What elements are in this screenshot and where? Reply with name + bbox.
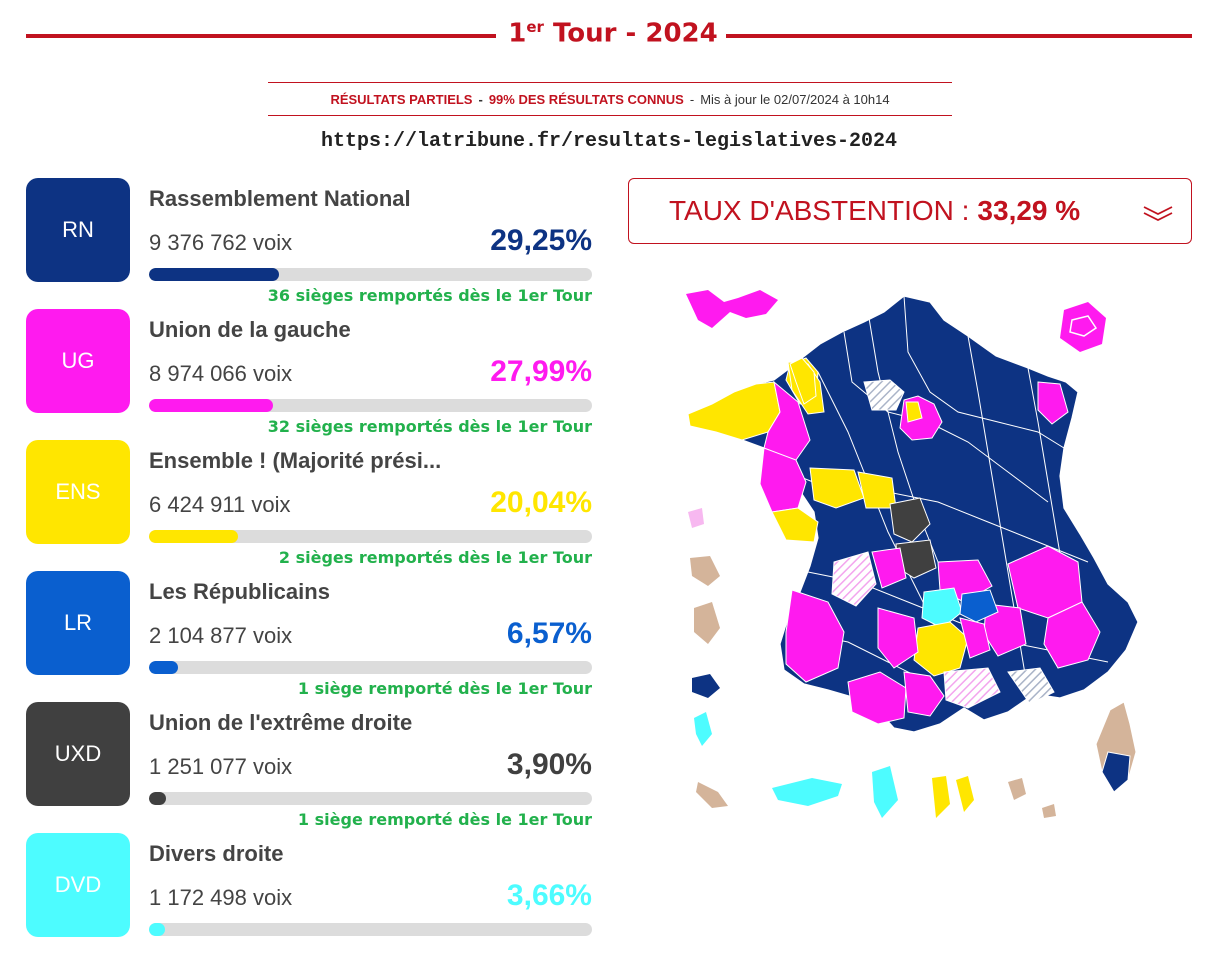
party-percentage: 20,04% bbox=[490, 486, 592, 519]
party-percentage: 27,99% bbox=[490, 355, 592, 388]
party-percentage: 29,25% bbox=[490, 224, 592, 257]
party-votes: 6 424 911 voix bbox=[149, 492, 291, 517]
party-seats: 1 siège remporté dès le 1er Tour bbox=[297, 810, 592, 829]
map-region-overseas-7 bbox=[772, 778, 842, 806]
party-badge: ENS bbox=[26, 440, 130, 544]
party-votes: 2 104 877 voix bbox=[149, 623, 293, 648]
party-progress-fill bbox=[149, 923, 166, 936]
party-percentage: 3,90% bbox=[506, 748, 592, 781]
chevron-down-icon[interactable] bbox=[1141, 199, 1175, 225]
party-name: Union de la gauche bbox=[149, 317, 351, 342]
map-region-overseas-6 bbox=[696, 782, 728, 808]
status-separator: - bbox=[689, 91, 695, 107]
party-progress-fill bbox=[149, 661, 179, 674]
map-region-overseas-1 bbox=[688, 508, 704, 528]
map-region-overseas-north bbox=[686, 290, 778, 328]
party-seats: 32 sièges remportés dès le 1er Tour bbox=[267, 417, 592, 436]
party-progress-bar bbox=[149, 399, 592, 412]
map-region-overseas-5 bbox=[694, 712, 712, 746]
party-progress-bar bbox=[149, 530, 592, 543]
title-divider-right bbox=[726, 34, 1192, 38]
party-votes: 8 974 066 voix bbox=[149, 361, 293, 386]
status-known: 99% DES RÉSULTATS CONNUS bbox=[488, 91, 684, 107]
map-region-overseas-2 bbox=[690, 556, 720, 586]
party-progress-bar bbox=[149, 923, 592, 936]
title-row: 1er Tour - 2024 bbox=[0, 0, 1218, 72]
france-results-map[interactable] bbox=[668, 272, 1160, 832]
party-progress-fill bbox=[149, 399, 273, 412]
party-card-uxd[interactable]: UXD Union de l'extrême droite 1 251 077 vo… bbox=[26, 702, 592, 829]
party-percentage: 6,57% bbox=[506, 617, 592, 650]
title-divider-left bbox=[26, 34, 496, 38]
map-region-overseas-east bbox=[1060, 302, 1106, 352]
status-updated: Mis à jour le 02/07/2024 à 10h14 bbox=[700, 91, 890, 107]
party-progress-bar bbox=[149, 661, 592, 674]
party-badge: LR bbox=[26, 571, 130, 675]
party-badge: UXD bbox=[26, 702, 130, 806]
party-seats: 36 sièges remportés dès le 1er Tour bbox=[267, 286, 592, 305]
abstention-label: TAUX D'ABSTENTION : bbox=[669, 195, 970, 226]
party-progress-bar bbox=[149, 268, 592, 281]
party-name: Les Républicains bbox=[149, 579, 330, 604]
party-progress-fill bbox=[149, 792, 167, 805]
status-banner: RÉSULTATS PARTIELS - 99% DES RÉSULTATS C… bbox=[268, 82, 952, 116]
party-percentage: 3,66% bbox=[506, 879, 592, 912]
map-region-overseas-10 bbox=[956, 776, 974, 812]
party-card-ens[interactable]: ENS Ensemble ! (Majorité prési... 6 424 91… bbox=[26, 440, 592, 567]
party-progress-fill bbox=[149, 268, 279, 281]
abstention-value: 33,29 % bbox=[977, 195, 1081, 226]
status-partial: RÉSULTATS PARTIELS bbox=[330, 91, 473, 107]
map-region-overseas-12 bbox=[1042, 804, 1056, 818]
map-region-overseas-3 bbox=[694, 602, 720, 644]
party-card-ug[interactable]: UG Union de la gauche 8 974 066 voix 27,99%… bbox=[26, 309, 592, 436]
abstention-dropdown[interactable]: TAUX D'ABSTENTION : 33,29 % bbox=[628, 178, 1192, 244]
party-seats: 2 sièges remportés dès le 1er Tour bbox=[278, 548, 592, 567]
party-seats: 1 siège remporté dès le 1er Tour bbox=[297, 679, 592, 698]
party-name: Rassemblement National bbox=[149, 186, 411, 211]
party-name: Union de l'extrême droite bbox=[149, 710, 413, 735]
map-region-overseas-4 bbox=[692, 674, 720, 698]
party-name: Ensemble ! (Majorité prési... bbox=[149, 448, 442, 473]
source-url[interactable]: https://latribune.fr/resultats-legislati… bbox=[320, 130, 898, 153]
party-card-rn[interactable]: RN Rassemblement National 9 376 762 voix 29… bbox=[26, 178, 592, 305]
status-separator: - bbox=[478, 91, 483, 107]
party-badge: RN bbox=[26, 178, 130, 282]
party-votes: 1 251 077 voix bbox=[149, 754, 293, 779]
party-votes: 1 172 498 voix bbox=[149, 885, 293, 910]
party-votes: 9 376 762 voix bbox=[149, 230, 293, 255]
party-badge: UG bbox=[26, 309, 130, 413]
party-card-lr[interactable]: LR Les Républicains 2 104 877 voix 6,57% 1 s… bbox=[26, 571, 592, 698]
party-badge: DVD bbox=[26, 833, 130, 937]
party-progress-fill bbox=[149, 530, 238, 543]
map-region-overseas-9 bbox=[932, 776, 950, 818]
page-title: 1er Tour - 2024 bbox=[508, 18, 718, 49]
map-region-overseas-11 bbox=[1008, 778, 1026, 800]
map-region-overseas-8 bbox=[872, 766, 898, 818]
party-progress-bar bbox=[149, 792, 592, 805]
party-card-dvd[interactable]: DVD Divers droite 1 172 498 voix 3,66% bbox=[26, 833, 592, 959]
party-name: Divers droite bbox=[149, 841, 284, 866]
